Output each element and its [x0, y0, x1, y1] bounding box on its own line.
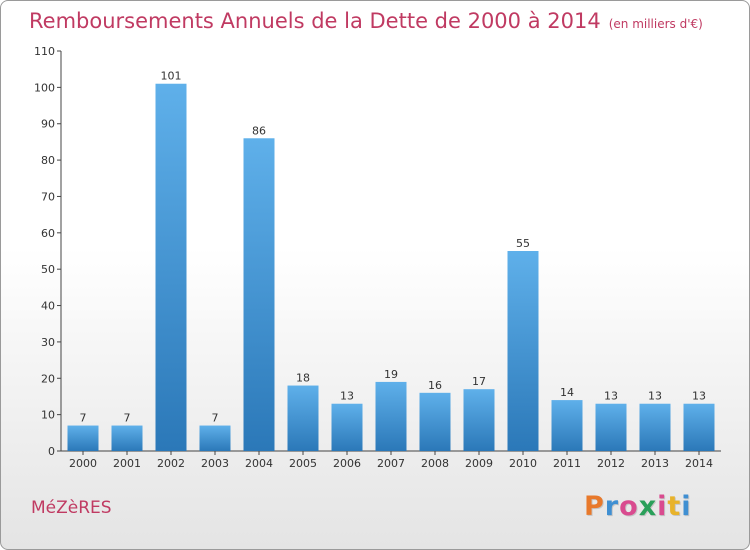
proxiti-logo: Proxiti [584, 491, 692, 522]
y-tick-label: 90 [41, 118, 55, 131]
bar-2001 [111, 425, 143, 451]
y-tick-label: 0 [48, 445, 55, 458]
chart-title: Remboursements Annuels de la Dette de 20… [29, 9, 703, 33]
value-label-2013: 13 [648, 390, 662, 403]
bar-2012 [595, 403, 627, 451]
x-tick-label-2011: 2011 [553, 457, 581, 470]
x-tick-label-2009: 2009 [465, 457, 493, 470]
x-tick-label-2003: 2003 [201, 457, 229, 470]
x-tick-label-2013: 2013 [641, 457, 669, 470]
x-tick-label-2000: 2000 [69, 457, 97, 470]
value-label-2009: 17 [472, 375, 486, 388]
x-tick-label-2008: 2008 [421, 457, 449, 470]
y-tick-label: 30 [41, 336, 55, 349]
value-label-2005: 18 [296, 372, 310, 385]
value-label-2006: 13 [340, 390, 354, 403]
value-label-2002: 101 [161, 70, 182, 83]
value-label-2014: 13 [692, 390, 706, 403]
bar-2006 [331, 403, 363, 451]
value-label-2004: 86 [252, 124, 266, 137]
y-tick-label: 40 [41, 300, 55, 313]
logo-letter: o [619, 491, 639, 522]
bar-2002 [155, 83, 187, 452]
bar-2004 [243, 138, 275, 452]
x-tick-label-2005: 2005 [289, 457, 317, 470]
chart-labels: 2000 7 2001 7 2002 101 2003 7 2004 86 2005 18 2006 13… [69, 70, 713, 470]
logo-letter: i [681, 491, 692, 522]
bar-2013 [639, 403, 671, 451]
logo-letter: P [584, 491, 605, 522]
x-tick-label-2004: 2004 [245, 457, 273, 470]
value-label-2012: 13 [604, 390, 618, 403]
y-tick-label: 110 [34, 45, 55, 58]
value-label-2001: 7 [124, 412, 131, 425]
logo-letter: r [604, 491, 620, 522]
y-tick-label: 10 [41, 409, 55, 422]
bar-2007 [375, 381, 407, 451]
bar-2014 [683, 403, 715, 451]
chart-bars [67, 83, 715, 452]
x-tick-label-2002: 2002 [157, 457, 185, 470]
x-tick-label-2007: 2007 [377, 457, 405, 470]
town-name: MéZèRES [31, 498, 112, 518]
bar-2008 [419, 392, 451, 451]
bar-2010 [507, 251, 539, 451]
y-tick-label: 50 [41, 263, 55, 276]
bar-2000 [67, 425, 99, 451]
y-tick-label: 60 [41, 227, 55, 240]
value-label-2000: 7 [80, 412, 87, 425]
x-tick-label-2012: 2012 [597, 457, 625, 470]
bar-2009 [463, 389, 495, 451]
x-tick-label-2010: 2010 [509, 457, 537, 470]
y-tick-label: 100 [34, 81, 55, 94]
logo-letter: t [667, 491, 682, 522]
y-tick-label: 20 [41, 372, 55, 385]
y-tick-label: 80 [41, 154, 55, 167]
x-tick-label-2014: 2014 [685, 457, 713, 470]
bar-2005 [287, 385, 319, 451]
bar-2003 [199, 425, 231, 451]
chart-title-text: Remboursements Annuels de la Dette de 20… [29, 9, 601, 33]
value-label-2011: 14 [560, 386, 574, 399]
value-label-2003: 7 [212, 412, 219, 425]
y-tick-label: 70 [41, 190, 55, 203]
chart-subtitle: (en milliers d'€) [608, 17, 703, 31]
x-tick-label-2001: 2001 [113, 457, 141, 470]
value-label-2007: 19 [384, 368, 398, 381]
logo-letter: x [638, 491, 658, 522]
value-label-2008: 16 [428, 379, 442, 392]
x-tick-label-2006: 2006 [333, 457, 361, 470]
value-label-2010: 55 [516, 237, 530, 250]
logo-letter: i [657, 491, 668, 522]
bar-2011 [551, 400, 583, 451]
